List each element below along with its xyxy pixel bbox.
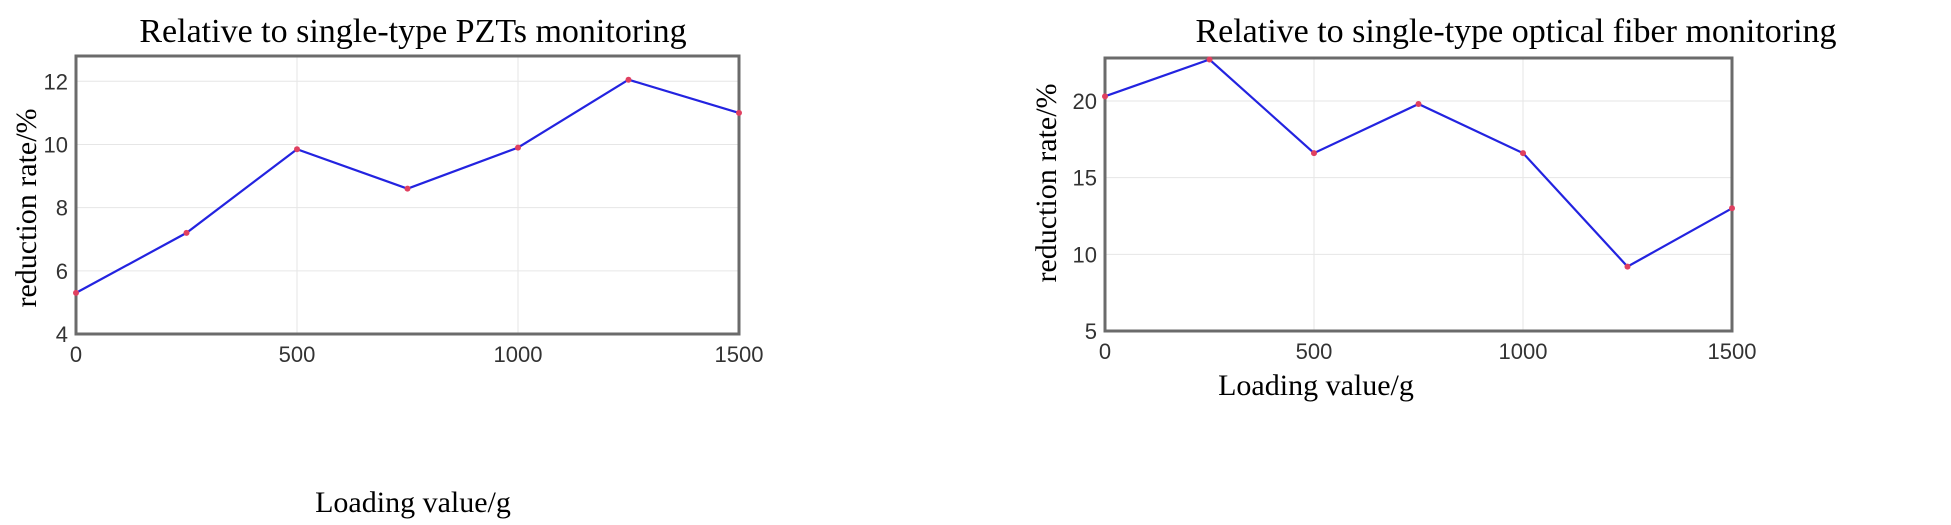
x-tick-label: 1500: [1708, 339, 1757, 364]
y-tick-label: 6: [56, 259, 68, 284]
x-tick-label: 0: [70, 342, 82, 367]
data-point: [294, 146, 300, 153]
data-point: [1102, 93, 1108, 100]
chart-title: Relative to single-type optical fiber mo…: [1195, 13, 1836, 50]
data-point: [1311, 150, 1317, 157]
x-tick-label: 0: [1099, 339, 1111, 364]
data-point: [1415, 101, 1422, 108]
y-tick-label: 5: [1085, 319, 1097, 344]
plot-frame: [74, 54, 741, 336]
data-point: [1624, 263, 1631, 270]
y-axis-label: reduction rate/%: [1030, 83, 1063, 282]
y-tick-label: 10: [1073, 242, 1097, 267]
data-point: [1206, 56, 1213, 63]
series-line: [1104, 58, 1733, 268]
y-tick-label: 12: [44, 69, 68, 94]
x-axis-label: Loading value/g: [315, 486, 511, 519]
y-tick-label: 8: [56, 196, 68, 221]
y-tick-label: 20: [1073, 89, 1097, 114]
optical-fiber-chart: Relative to single-type optical fiber mo…: [1010, 0, 1951, 525]
data-point: [73, 289, 79, 296]
data-point: [736, 109, 742, 116]
data-point: [625, 76, 632, 83]
x-axis-label: Loading value/g: [1218, 369, 1414, 402]
chart-title: Relative to single-type PZTs monitoring: [139, 13, 686, 50]
optical-fiber-chart-svg: Relative to single-type optical fiber mo…: [1030, 13, 1837, 402]
x-tick-label: 1000: [494, 342, 543, 367]
x-tick-label: 500: [279, 342, 316, 367]
data-point: [515, 144, 521, 151]
y-tick-label: 4: [56, 322, 68, 347]
plot-frame: [1103, 56, 1734, 333]
y-axis-label: reduction rate/%: [10, 108, 43, 307]
x-tick-label: 1000: [1499, 339, 1548, 364]
data-point: [1520, 150, 1526, 157]
y-tick-label: 10: [44, 132, 68, 157]
x-tick-label: 500: [1296, 339, 1333, 364]
data-point: [1729, 205, 1735, 212]
y-tick-label: 15: [1073, 166, 1097, 191]
data-point: [404, 185, 411, 192]
data-point: [183, 229, 190, 236]
x-tick-label: 1500: [715, 342, 764, 367]
pzt-chart-svg: Relative to single-type PZTs monitoring …: [10, 13, 764, 519]
pzt-chart: Relative to single-type PZTs monitoring …: [0, 0, 960, 525]
